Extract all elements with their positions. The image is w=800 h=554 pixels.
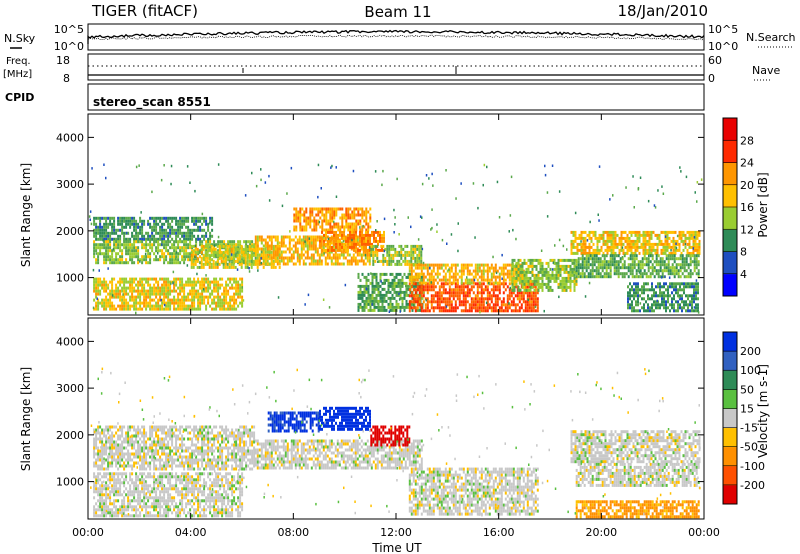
- velocity-heatmap-cells: [90, 367, 701, 520]
- freq-unit: [MHz]: [3, 69, 32, 80]
- heatmap-region: [570, 430, 701, 464]
- nave-tick-high: 60: [708, 54, 722, 67]
- cpid-label: CPID: [5, 91, 34, 104]
- power-heatmap-panel: 1000 2000 3000 4000 Slant Range [km]: [19, 113, 705, 316]
- x-tick-label: 08:00: [277, 526, 309, 539]
- x-tick-label: 04:00: [175, 526, 207, 539]
- freq-tick-high: 18: [56, 54, 70, 67]
- nsky-tick-high: 10^5: [54, 23, 84, 36]
- colorbar-tick: 200: [740, 345, 761, 358]
- heatmap-region: [575, 462, 700, 487]
- colorbar-tick: 16: [740, 201, 754, 214]
- freq-label: Freq.: [6, 56, 31, 67]
- colorbar-tick: -15: [740, 422, 758, 435]
- heatmap-region: [408, 467, 539, 516]
- heatmap-region: [357, 272, 424, 312]
- x-tick-label: 00:00: [688, 526, 720, 539]
- x-tick-label: 20:00: [585, 526, 617, 539]
- colorbar-tick: 4: [740, 268, 747, 281]
- heatmap-region: [627, 282, 699, 313]
- nsearch-label: N.Search: [746, 31, 796, 44]
- date-title: 18/Jan/2010: [618, 2, 709, 20]
- heatmap-region: [319, 230, 385, 252]
- colorbar-tick: 20: [740, 179, 754, 192]
- velocity-ylabel: Slant Range [km]: [19, 367, 33, 471]
- heatmap-region: [93, 277, 244, 311]
- heatmap-region: [93, 425, 256, 471]
- heatmap-speckle: [88, 163, 703, 315]
- heatmap-region: [267, 411, 320, 433]
- heatmap-region: [575, 254, 700, 279]
- radar-title: TIGER (fitACF): [91, 2, 198, 20]
- nsky-tick-low: 10^0: [54, 40, 84, 53]
- heatmap-speckle: [90, 367, 701, 520]
- power-heatmap-cells: [88, 163, 703, 315]
- nsearch-trace: [87, 34, 705, 45]
- cpid-value: stereo_scan 8551: [93, 95, 211, 110]
- colorbar-tick: -50: [740, 441, 758, 454]
- heatmap-region: [575, 500, 700, 519]
- nsearch-tick-high: 10^5: [708, 23, 738, 36]
- power-colorbar-label: Power [dB]: [756, 172, 770, 237]
- heatmap-region: [93, 216, 214, 241]
- cpid-panel: CPID stereo_scan 8551: [5, 83, 705, 111]
- heatmap-region: [511, 258, 578, 292]
- y-tick-label: 2000: [56, 225, 84, 238]
- heatmap-region: [93, 472, 244, 518]
- velocity-colorbar: -200 -100 -50 -15 15 50 100 200: [722, 331, 765, 505]
- nsearch-tick-low: 10^0: [708, 40, 738, 53]
- colorbar-tick: 12: [740, 223, 754, 236]
- colorbar-tick: 50: [740, 383, 754, 396]
- freq-panel: Freq. [MHz] 18 8 60 0 Nave: [3, 53, 780, 85]
- colorbar-tick: 100: [740, 364, 761, 377]
- power-ylabel: Slant Range [km]: [19, 163, 33, 267]
- nave-label: Nave: [752, 64, 780, 77]
- y-tick-label: 2000: [56, 429, 84, 442]
- heatmap-region: [570, 230, 701, 255]
- heatmap-region: [370, 425, 411, 447]
- x-tick-label: 16:00: [483, 526, 515, 539]
- velocity-heatmap-panel: 1000 2000 3000 4000 00:00 04:00 08:00 12:00 16:…: [19, 114, 720, 554]
- heatmap-region: [319, 406, 371, 431]
- y-tick-label: 3000: [56, 178, 84, 191]
- heatmap-region: [293, 207, 372, 232]
- velocity-colorbar-label: Velocity [m s-1]: [756, 364, 770, 458]
- y-tick-label: 1000: [56, 272, 84, 285]
- x-tick-label: 00:00: [72, 526, 104, 539]
- y-tick-label: 3000: [56, 382, 84, 395]
- freq-tick-low: 8: [63, 72, 70, 85]
- colorbar-tick: 24: [740, 157, 754, 170]
- colorbar-tick: -200: [740, 479, 765, 492]
- colorbar-tick: -100: [740, 460, 765, 473]
- y-tick-label: 1000: [56, 476, 84, 489]
- x-tick-label: 12:00: [380, 526, 412, 539]
- y-tick-label: 4000: [56, 335, 84, 348]
- nsky-trace: [87, 29, 705, 44]
- heatmap-region: [254, 439, 423, 470]
- nsky-label: N.Sky: [4, 32, 36, 45]
- heatmap-region: [408, 263, 525, 285]
- power-colorbar: 4 8 12 16 20 24 28: [722, 117, 754, 297]
- heatmap-region: [408, 282, 539, 313]
- x-axis-title: Time UT: [371, 541, 422, 554]
- colorbar-tick: 15: [740, 402, 754, 415]
- beam-title: Beam 11: [364, 3, 431, 21]
- colorbar-tick: 28: [740, 134, 754, 147]
- nave-tick-low: 0: [708, 72, 715, 85]
- colorbar-tick: 8: [740, 246, 747, 259]
- nsky-panel: N.Sky 10^5 10^0 10^5 10^0 N.Search: [4, 23, 796, 53]
- y-tick-label: 4000: [56, 131, 84, 144]
